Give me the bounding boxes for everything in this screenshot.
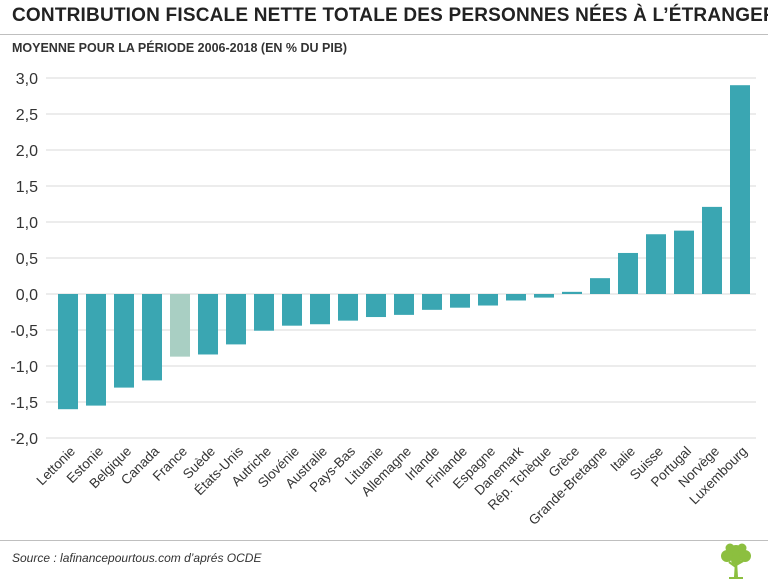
bar-finlande (450, 294, 470, 308)
title-divider (0, 34, 768, 35)
source-note: Source : lafinancepourtous.com d’aprés O… (12, 551, 262, 565)
y-tick-label: -1,5 (10, 395, 38, 412)
bar-espagne (478, 294, 498, 306)
bar-chart: 3,0 2,5 2,0 1,5 1,0 0,5 0,0 -0,5 -1,0 -1,5 -2,0 Le… (10, 71, 756, 528)
y-tick-label: 3,0 (16, 71, 38, 88)
y-tick-label: 1,5 (16, 179, 38, 196)
chart-subtitle: MOYENNE POUR LA PÉRIODE 2006-2018 (EN % … (12, 41, 348, 55)
bar-gr-ce (562, 291, 582, 294)
y-tick-label: 1,0 (16, 215, 38, 232)
bar-luxembourg (730, 85, 750, 294)
gridlines (46, 77, 756, 439)
y-tick-label: 2,0 (16, 143, 38, 160)
bar-lettonie (58, 294, 78, 410)
footer-divider (0, 540, 768, 541)
bar-grande-bretagne (590, 278, 610, 294)
bar-irlande (422, 294, 442, 310)
y-axis-ticks: 3,0 2,5 2,0 1,5 1,0 0,5 0,0 -0,5 -1,0 -1,5 -2,0 (10, 71, 38, 448)
bar-australie (310, 294, 330, 325)
bar-norv-ge (702, 206, 722, 294)
bar-canada (142, 294, 162, 381)
x-axis-labels: LettonieEstonieBelgiqueCanadaFranceSuède… (34, 443, 751, 528)
bar-estonie (86, 294, 106, 406)
bar-allemagne (394, 294, 414, 315)
bar-lituanie (366, 294, 386, 318)
y-tick-label: -1,0 (10, 359, 38, 376)
bar-france (170, 294, 190, 357)
bar-suisse (646, 234, 666, 294)
y-tick-label: -2,0 (10, 431, 38, 448)
bar--tats-unis (226, 294, 246, 345)
chart-title: CONTRIBUTION FISCALE NETTE TOTALE DES PE… (12, 5, 768, 26)
bars (58, 85, 750, 410)
y-tick-label: 0,5 (16, 251, 38, 268)
bar-r-p-tch-que (534, 294, 554, 298)
y-tick-label: 0,0 (16, 287, 38, 304)
bar-italie (618, 252, 638, 294)
y-tick-label: -0,5 (10, 323, 38, 340)
bar-danemark (506, 294, 526, 301)
bar-autriche (254, 294, 274, 331)
bar-belgique (114, 294, 134, 388)
bar-slov-nie (282, 294, 302, 326)
tree-logo-icon (721, 543, 751, 579)
bar-portugal (674, 230, 694, 294)
y-tick-label: 2,5 (16, 107, 38, 124)
bar-su-de (198, 294, 218, 355)
bar-pays-bas (338, 294, 358, 321)
